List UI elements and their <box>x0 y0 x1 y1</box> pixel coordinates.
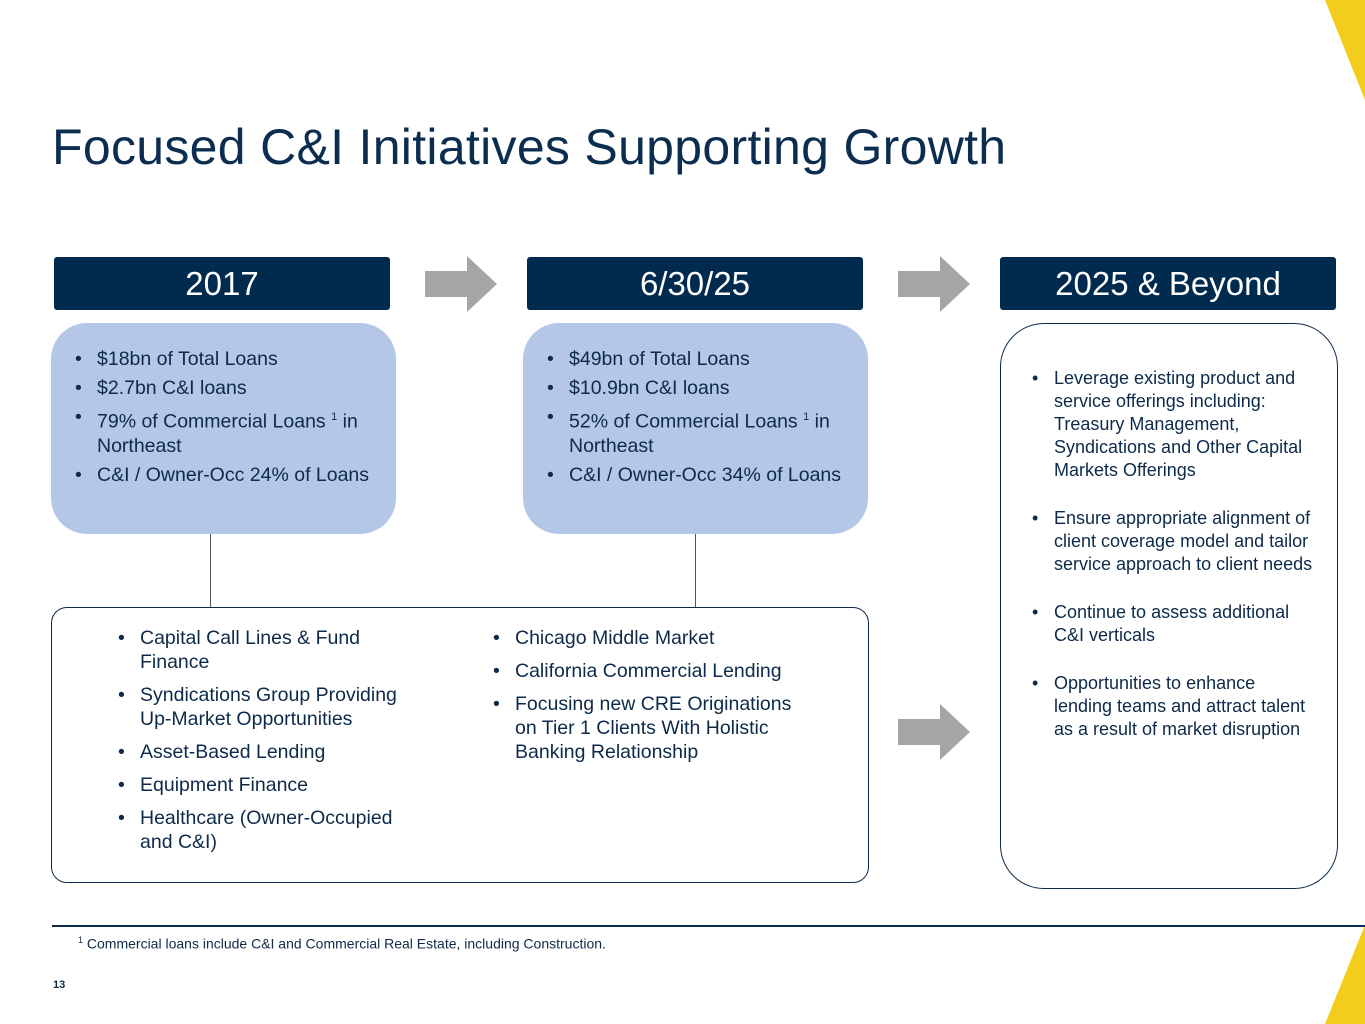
item-text: 52% of Commercial Loans <box>569 410 804 433</box>
stats-2017-box: $18bn of Total Loans $2.7bn C&I loans 79… <box>51 323 396 534</box>
page-number: 13 <box>53 979 66 991</box>
item-text: $49bn of Total Loans <box>569 348 750 370</box>
list-item: 52% of Commercial Loans 1 in Northeast <box>547 405 848 458</box>
item-text: $2.7bn C&I loans <box>97 377 247 399</box>
list-item: Capital Call Lines & Fund Finance <box>118 626 408 674</box>
list-item: Equipment Finance <box>118 773 408 797</box>
yellow-accent-top <box>1325 0 1365 100</box>
connector-line <box>695 534 696 608</box>
list-item: $49bn of Total Loans <box>547 347 848 371</box>
footer-divider <box>52 925 1365 927</box>
list-item: C&I / Owner-Occ 34% of Loans <box>547 463 848 487</box>
list-item: Chicago Middle Market <box>493 626 813 650</box>
footnote: 1 Commercial loans include C&I and Comme… <box>78 935 606 952</box>
initiatives-box: Capital Call Lines & Fund Finance Syndic… <box>51 607 869 883</box>
footnote-text: Commercial loans include C&I and Commerc… <box>83 935 606 952</box>
future-initiatives-box: Leverage existing product and service of… <box>1000 323 1338 889</box>
list-item: Opportunities to enhance lending teams a… <box>1032 672 1317 741</box>
page-title: Focused C&I Initiatives Supporting Growt… <box>52 119 1007 175</box>
header-6-30-25: 6/30/25 <box>527 257 863 310</box>
yellow-accent-bottom <box>1325 925 1365 1024</box>
list-item: California Commercial Lending <box>493 659 813 683</box>
stats-2025-box: $49bn of Total Loans $10.9bn C&I loans 5… <box>523 323 868 534</box>
list-item: C&I / Owner-Occ 24% of Loans <box>75 463 376 487</box>
footnote-marker: 1 <box>78 935 84 945</box>
item-text: 79% of Commercial Loans <box>97 410 332 433</box>
header-2017: 2017 <box>54 257 390 310</box>
arrow-right-icon <box>898 256 970 312</box>
list-item: Syndications Group Providing Up-Market O… <box>118 683 408 731</box>
item-text: C&I / Owner-Occ 34% of Loans <box>569 463 842 486</box>
list-item: Leverage existing product and service of… <box>1032 367 1317 482</box>
connector-line <box>210 534 211 608</box>
list-item: 79% of Commercial Loans 1 in Northeast <box>75 405 376 458</box>
list-item: Healthcare (Owner-Occupied and C&I) <box>118 806 408 854</box>
item-text: C&I / Owner-Occ 24% of Loans <box>97 463 370 486</box>
arrow-right-icon <box>898 704 970 760</box>
list-item: Continue to assess additional C&I vertic… <box>1032 601 1317 647</box>
list-item: $2.7bn C&I loans <box>75 376 376 400</box>
list-item: Ensure appropriate alignment of client c… <box>1032 507 1317 576</box>
arrow-right-icon <box>425 256 497 312</box>
item-text: in Northeast <box>569 410 830 457</box>
item-text: $18bn of Total Loans <box>97 348 278 370</box>
list-item: $18bn of Total Loans <box>75 347 376 371</box>
footnote-ref: 1 <box>331 411 338 423</box>
footnote-ref: 1 <box>803 411 810 423</box>
list-item: $10.9bn C&I loans <box>547 376 848 400</box>
list-item: Focusing new CRE Originations on Tier 1 … <box>493 692 813 764</box>
item-text: in Northeast <box>97 410 358 457</box>
item-text: $10.9bn C&I loans <box>569 377 730 399</box>
list-item: Asset-Based Lending <box>118 740 408 764</box>
header-2025-beyond: 2025 & Beyond <box>1000 257 1336 310</box>
